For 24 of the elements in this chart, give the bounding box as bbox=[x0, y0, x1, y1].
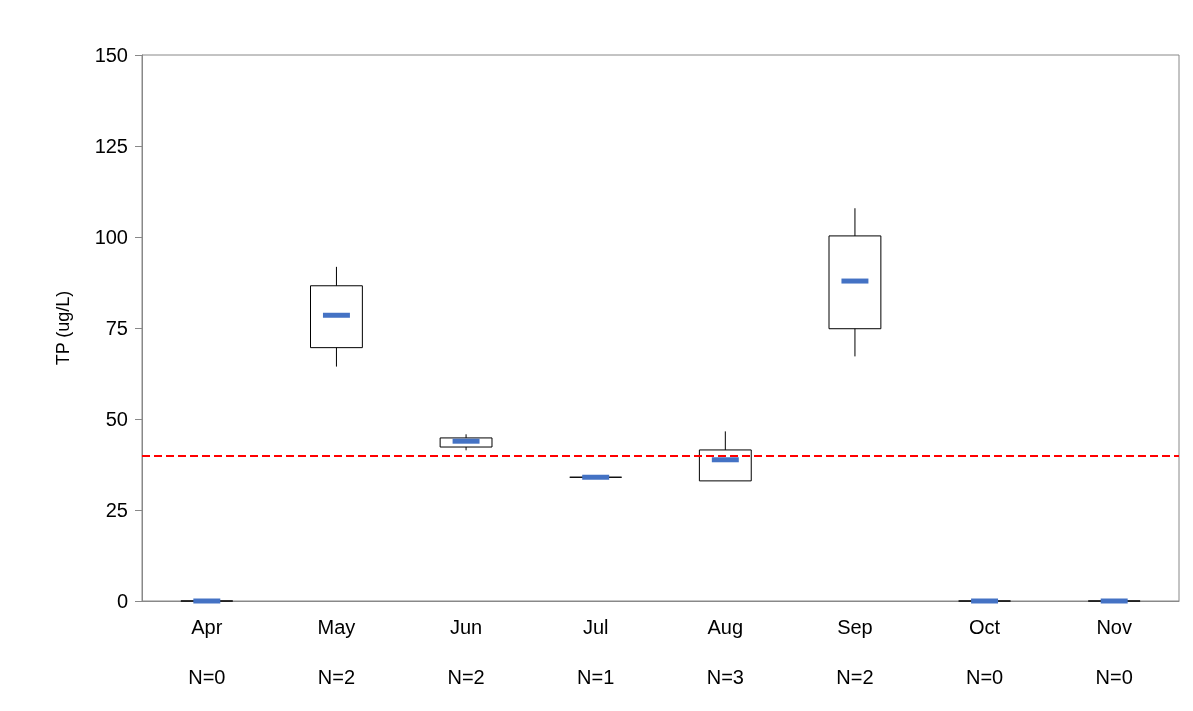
y-tick-label: 50 bbox=[105, 408, 128, 430]
x-tick-label: Jul bbox=[582, 616, 609, 638]
x-tick-label: May bbox=[317, 616, 356, 638]
x-tick-label: Oct bbox=[969, 616, 1001, 638]
x-tick-label: Nov bbox=[1096, 616, 1132, 638]
x-tick-label: Jun bbox=[449, 616, 483, 638]
text: N=2 bbox=[447, 666, 485, 688]
text: N=2 bbox=[836, 666, 874, 688]
y-tick-label: 75 bbox=[105, 317, 128, 339]
y-tick-label: 150 bbox=[94, 44, 128, 66]
text: N=0 bbox=[1095, 666, 1133, 688]
text: N=1 bbox=[577, 666, 615, 688]
y-tick-label: 25 bbox=[105, 499, 128, 521]
text: N=0 bbox=[188, 666, 226, 688]
y-tick-label: 125 bbox=[94, 135, 128, 157]
x-tick-label: Aug bbox=[707, 616, 744, 638]
y-axis-title: TP (ug/L) bbox=[53, 290, 73, 366]
text: N=2 bbox=[317, 666, 356, 688]
y-tick-label: 0 bbox=[116, 590, 128, 612]
y-tick-label: 100 bbox=[94, 226, 128, 248]
x-tick-label: Sep bbox=[837, 616, 873, 638]
text: N=0 bbox=[965, 666, 1004, 688]
text: N=3 bbox=[706, 666, 744, 688]
x-tick-label: Apr bbox=[191, 616, 223, 638]
